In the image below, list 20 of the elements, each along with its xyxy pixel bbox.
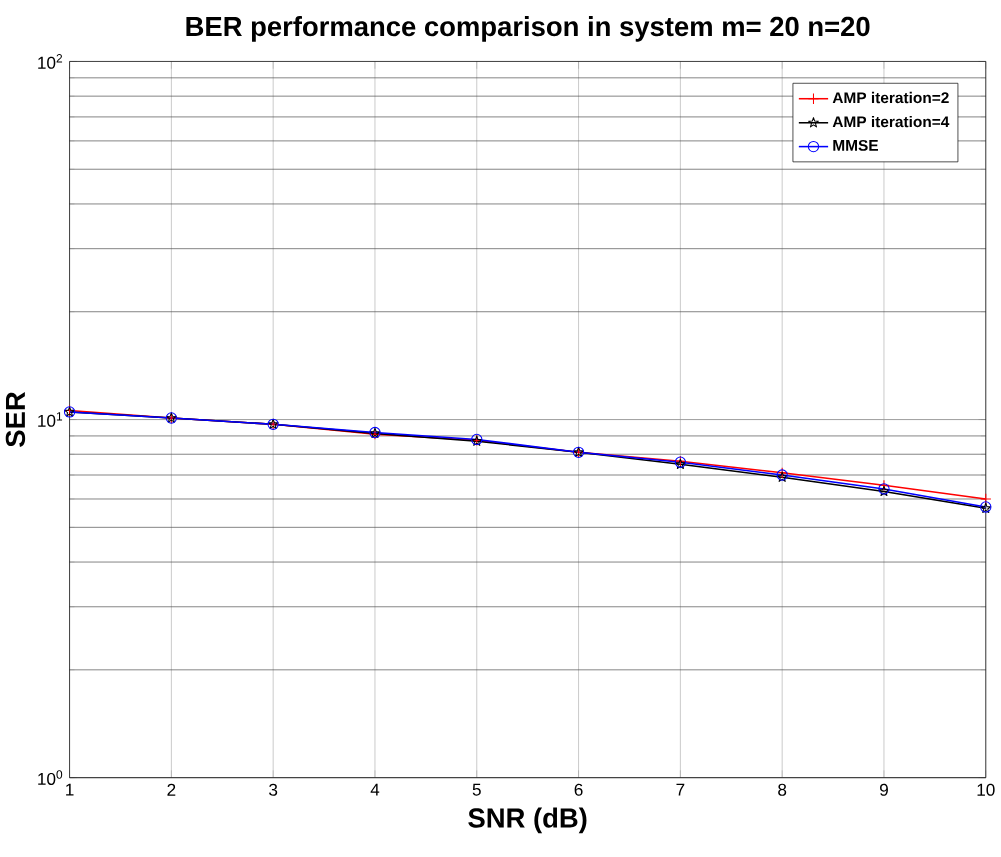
x-axis-title: SNR (dB) xyxy=(468,807,587,834)
x-tick-label: 5 xyxy=(472,783,481,796)
x-tick-label: 6 xyxy=(574,783,583,796)
y-tick-label: 10$^{1}$ xyxy=(38,412,63,428)
x-tick-label: 4 xyxy=(370,783,380,796)
y-tick-label: 10$^{0}$ xyxy=(38,770,63,786)
x-tick-label: 10 xyxy=(977,783,995,796)
x-tick-label: 8 xyxy=(778,783,787,796)
x-tick-label: 7 xyxy=(676,783,685,796)
chart-title: BER performance comparison in system m= 20 n=20 xyxy=(186,16,870,42)
x-tick-label: 3 xyxy=(269,783,278,796)
x-tick-label: 2 xyxy=(167,783,176,796)
legend-label: MMSE xyxy=(833,140,878,152)
y-tick-label: 10$^{2}$ xyxy=(38,54,63,69)
x-tick-label: 9 xyxy=(880,783,888,796)
y-axis-title: SER xyxy=(5,392,26,448)
point xyxy=(878,479,890,492)
x-tick-label: 1 xyxy=(66,783,74,796)
legend-label: AMP iteration=2 xyxy=(832,92,949,104)
legend-label: AMP iteration=4 xyxy=(832,116,950,128)
